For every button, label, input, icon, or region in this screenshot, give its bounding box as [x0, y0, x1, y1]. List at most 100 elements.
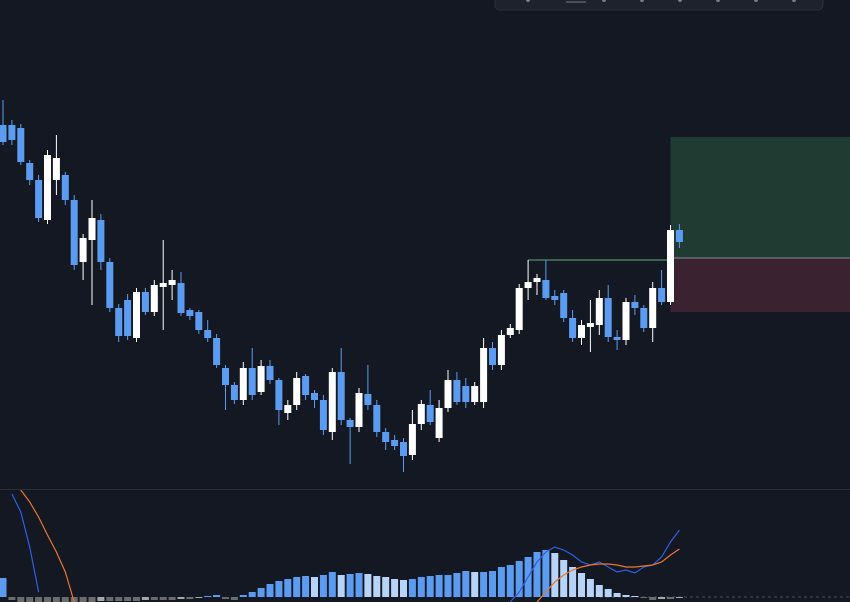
candle-body	[640, 308, 648, 328]
histogram-bar	[44, 597, 51, 602]
candle-body	[471, 386, 479, 402]
histogram-bar	[578, 573, 585, 597]
histogram-bar	[70, 597, 78, 602]
toolbar-box[interactable]	[494, 0, 824, 11]
toolbar[interactable]	[494, 0, 824, 11]
candle-body	[44, 155, 51, 220]
stop-zone	[670, 258, 850, 312]
histogram-bar	[604, 589, 612, 597]
candle-body	[52, 158, 60, 180]
candle-body	[426, 405, 434, 422]
candle-body	[355, 393, 363, 427]
candle-body	[124, 300, 132, 336]
candle-body	[186, 310, 194, 316]
candle-body	[489, 348, 496, 365]
histogram-bar	[239, 595, 247, 597]
candle-body	[293, 378, 301, 405]
histogram-bar	[337, 575, 345, 597]
histogram-bar	[293, 577, 301, 597]
candle-body	[586, 323, 594, 327]
histogram-bar	[97, 597, 105, 601]
candle-body	[195, 312, 203, 330]
histogram-bar	[275, 581, 283, 597]
candle-body	[319, 400, 327, 430]
histogram-bar	[141, 597, 149, 600]
candle-body	[17, 128, 25, 162]
candle-body	[595, 298, 603, 325]
candle-body	[400, 442, 407, 456]
histogram-bar	[319, 575, 327, 597]
candle-body	[284, 405, 292, 413]
candle-body	[248, 368, 256, 395]
candle-body	[604, 298, 612, 337]
histogram-bar	[35, 597, 43, 602]
toolbar-icon[interactable]	[526, 0, 530, 2]
histogram-bar	[631, 596, 639, 597]
histogram-bar	[177, 597, 185, 599]
histogram-bar	[222, 597, 229, 599]
toolbar-icon[interactable]	[716, 0, 720, 2]
candle-body	[373, 405, 381, 432]
candle-body	[106, 262, 114, 308]
toolbar-icon[interactable]	[602, 0, 606, 2]
candle-body	[302, 376, 310, 395]
histogram-bar	[248, 592, 256, 597]
candle-body	[524, 282, 532, 288]
candle-body	[506, 328, 514, 335]
candle-body	[133, 292, 140, 338]
histogram-bar	[195, 597, 203, 598]
histogram-bar	[355, 573, 363, 597]
histogram-bar	[168, 597, 176, 600]
histogram-bar	[204, 596, 212, 597]
histogram-bar	[328, 572, 336, 597]
candle-body	[177, 283, 185, 313]
candle-body	[150, 285, 158, 312]
candle-body	[667, 230, 674, 302]
candle-body	[391, 440, 399, 446]
candle-body	[168, 280, 176, 285]
candle-body	[497, 335, 505, 365]
histogram-bar	[373, 576, 381, 597]
candle-body	[275, 380, 283, 410]
candle-body	[159, 283, 167, 287]
histogram-bar	[462, 571, 470, 597]
histogram-bar	[426, 576, 434, 597]
histogram-bar	[480, 572, 488, 597]
histogram-bar	[88, 597, 96, 602]
candle-body	[453, 380, 461, 402]
candle-body	[0, 125, 7, 142]
candle-body	[257, 366, 265, 392]
target-zone	[670, 137, 850, 258]
histogram-bar	[622, 595, 630, 597]
candle-body	[560, 293, 568, 318]
candle-body	[417, 404, 425, 424]
histogram-bar	[257, 588, 265, 597]
histogram-bar	[364, 574, 372, 597]
histogram-bar	[391, 579, 399, 597]
histogram-bar	[595, 585, 603, 597]
toolbar-icon[interactable]	[792, 0, 796, 2]
histogram-bar	[346, 574, 354, 597]
histogram-bar	[186, 597, 194, 599]
histogram-bar	[667, 597, 674, 599]
histogram-bar	[569, 567, 577, 597]
candle-body	[480, 348, 488, 402]
candle-body	[79, 238, 87, 262]
toolbar-icon[interactable]	[640, 0, 644, 2]
histogram-bar	[0, 578, 7, 597]
candle-body	[311, 393, 318, 400]
histogram-bar	[124, 597, 132, 601]
toolbar-icon[interactable]	[754, 0, 758, 2]
candle-body	[337, 372, 345, 420]
candle-body	[515, 288, 523, 330]
histogram-bar	[453, 573, 461, 597]
candle-body	[435, 408, 443, 438]
candle-body	[462, 386, 470, 402]
histogram-bar	[311, 577, 318, 597]
toolbar-icon[interactable]	[678, 0, 682, 2]
histogram-bar	[302, 576, 310, 597]
candle-body	[266, 366, 274, 380]
histogram-bar	[506, 565, 514, 597]
